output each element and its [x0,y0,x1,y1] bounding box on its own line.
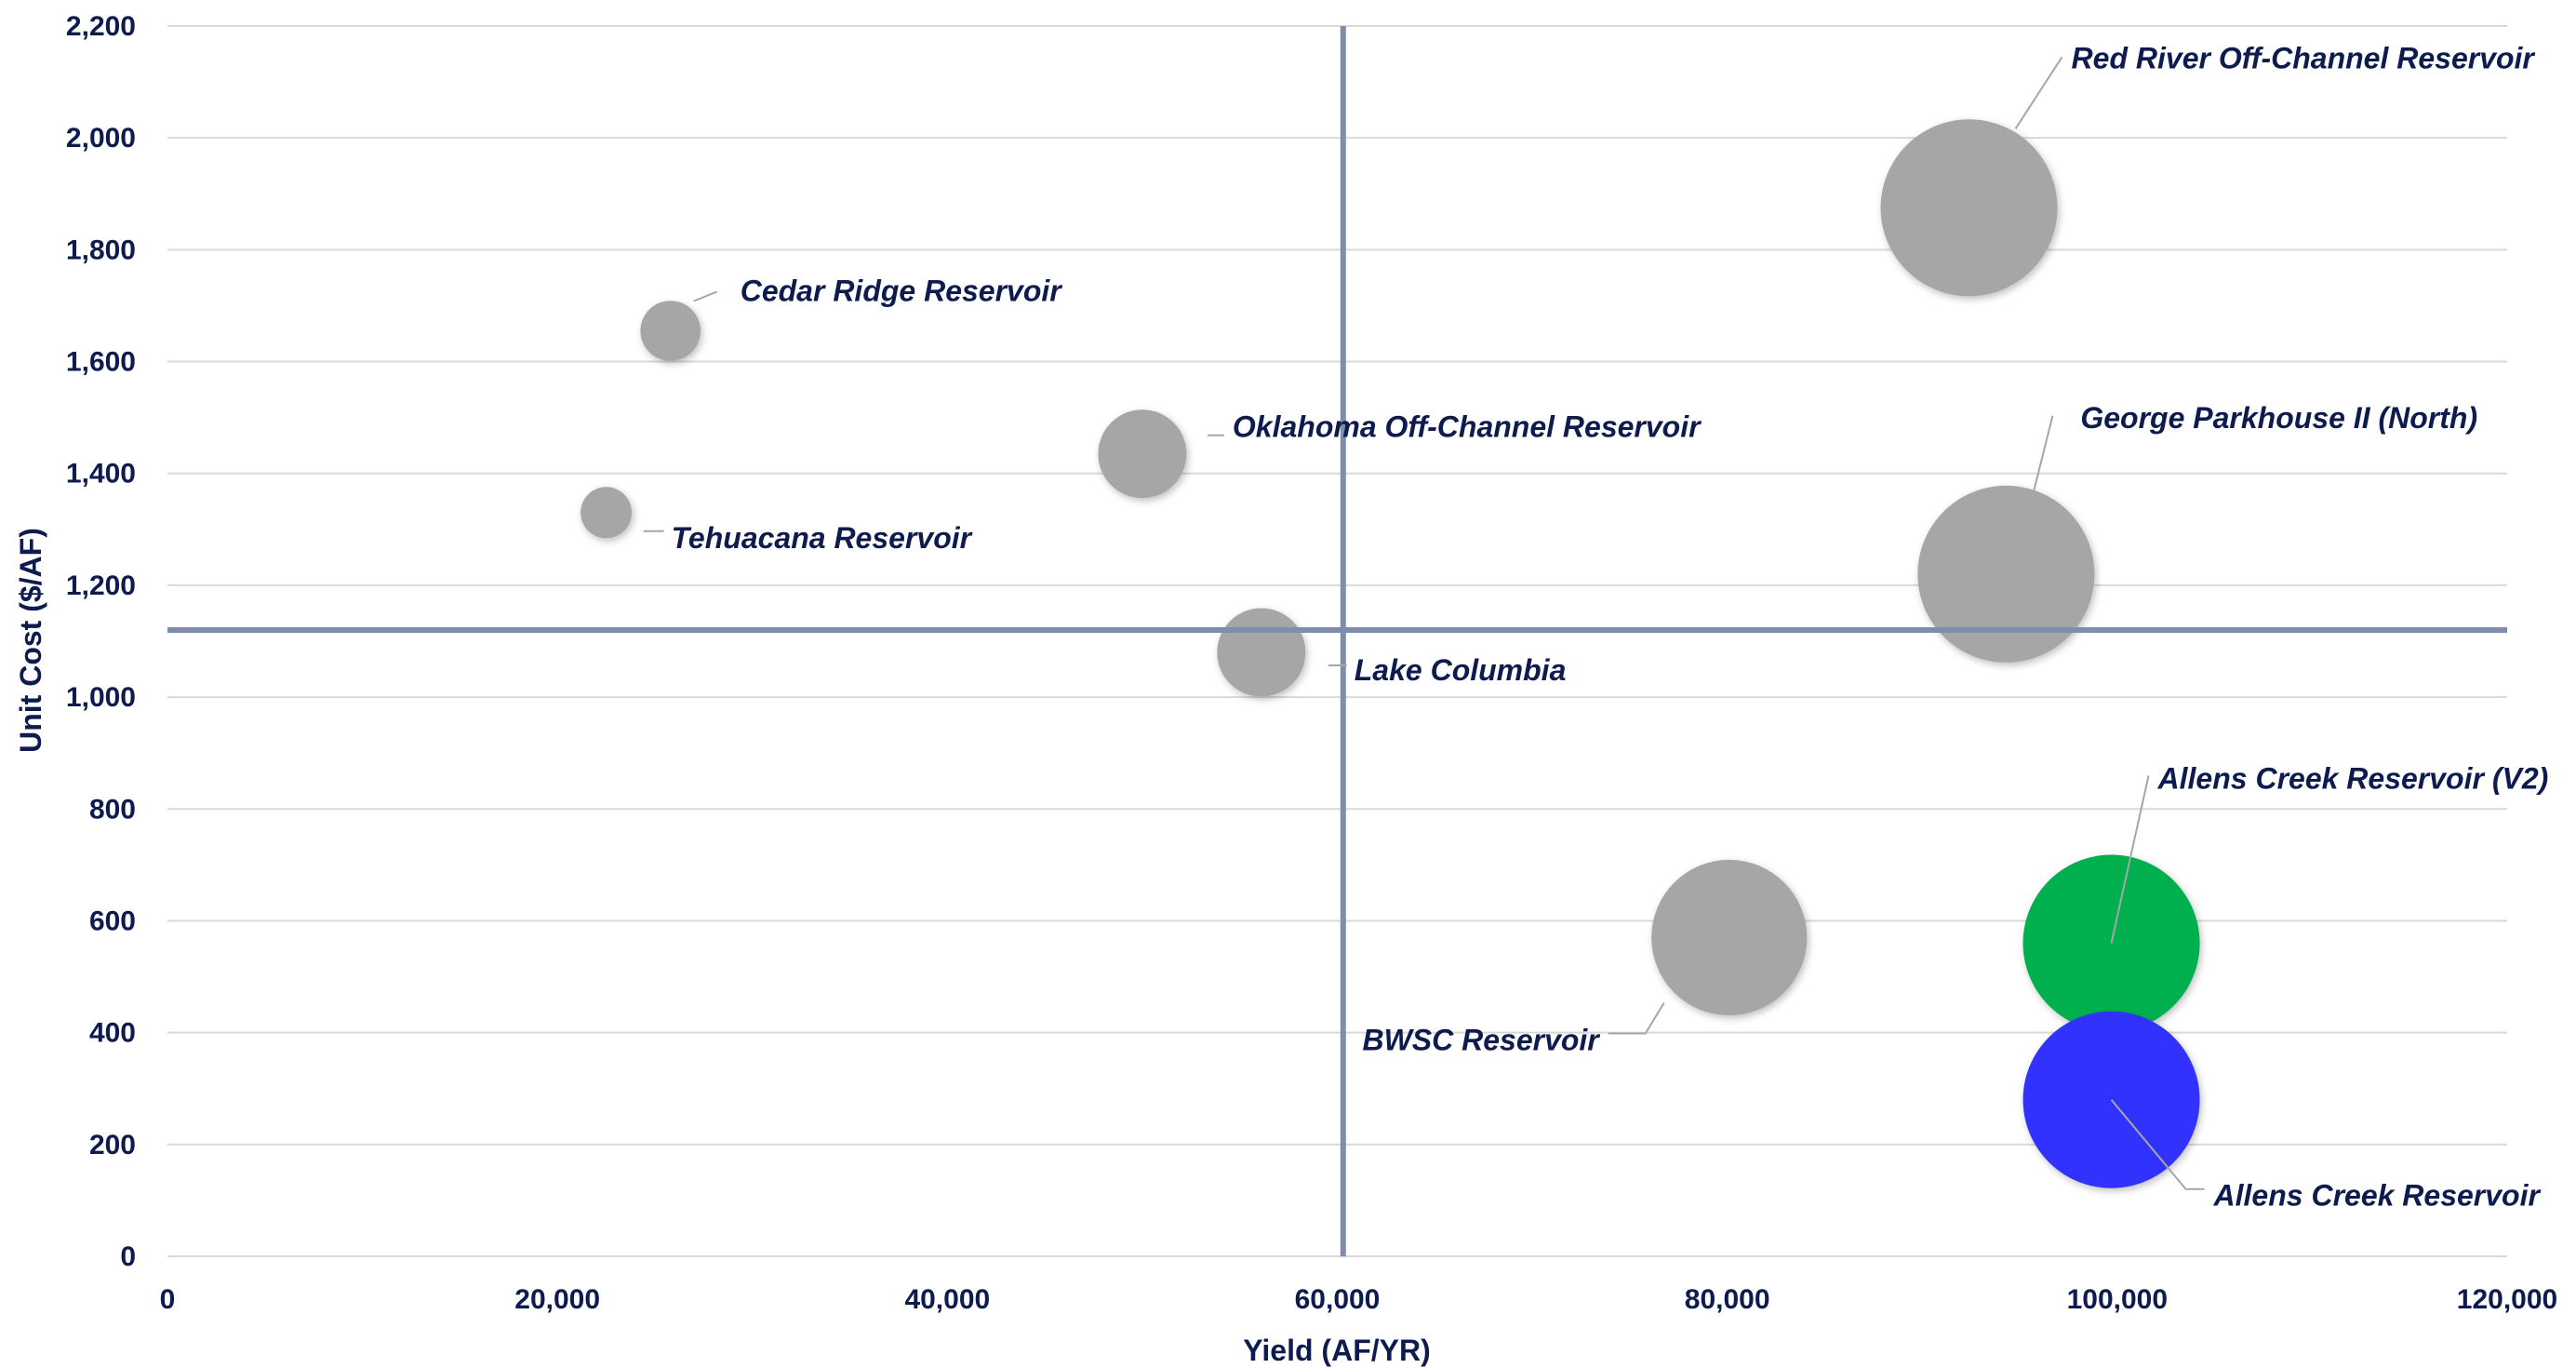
reference-lines [167,26,2507,1256]
bubble-label: Oklahoma Off-Channel Reservoir [1233,410,1702,444]
bubble [1880,119,2058,297]
bubble [581,487,633,539]
y-axis-tick-labels: 0 200 400 600 800 1,000 1,200 1,400 1,600 1,800 2,… [66,11,136,1272]
bubble-label: George Parkhouse II (North) [2080,401,2477,435]
x-tick-label: 80,000 [1685,1284,1770,1315]
label-leader-line [2110,775,2150,944]
x-tick-label: 120,000 [2457,1284,2557,1315]
bubble-label: BWSC Reservoir [1362,1023,1600,1056]
bubble [1651,859,1808,1016]
label-leader-line [1608,1001,1665,1035]
x-tick-label: 0 [160,1284,176,1315]
y-tick-label: 800 [89,794,136,825]
y-tick-label: 1,200 [66,570,136,601]
y-tick-label: 200 [89,1130,136,1160]
y-tick-label: 1,000 [66,682,136,713]
y-gridlines [167,25,2507,1257]
x-tick-label: 20,000 [514,1284,600,1315]
y-tick-label: 0 [120,1241,136,1272]
bubble-labels: Cedar Ridge Reservoir Tehuacana Reservoir… [643,41,2549,1213]
bubble-label: Cedar Ridge Reservoir [741,274,1063,307]
bubble-label: Allens Creek Reservoir (V2) [2157,761,2549,795]
label-leader-line [693,290,718,302]
x-tick-label: 60,000 [1295,1284,1381,1315]
bubble-label: Tehuacana Reservoir [672,521,973,555]
y-tick-label: 2,200 [66,11,136,42]
bubble-label: Allens Creek Reservoir [2213,1179,2542,1213]
bubble-label: Red River Off-Channel Reservoir [2072,41,2536,74]
y-tick-label: 1,600 [66,347,136,378]
label-leader-line [2014,56,2063,129]
bubble-label: Lake Columbia [1355,653,1567,687]
bubble [640,301,701,361]
y-tick-label: 1,400 [66,459,136,490]
bubble [1217,608,1306,697]
y-axis-title: Unit Cost ($/AF) [14,528,47,753]
label-leader-line [2110,1099,2205,1190]
bubble [2022,854,2200,1032]
x-tick-label: 100,000 [2067,1284,2168,1315]
y-tick-label: 400 [89,1018,136,1049]
label-leader-line [2033,415,2054,491]
y-tick-label: 1,800 [66,235,136,265]
x-axis-tick-labels: 0 20,000 40,000 60,000 80,000 100,000 120,000 [160,1284,2558,1315]
y-tick-label: 600 [89,905,136,936]
y-tick-label: 2,000 [66,123,136,154]
bubble [1917,485,2095,663]
x-tick-label: 40,000 [904,1284,990,1315]
x-axis-title: Yield (AF/YR) [1243,1334,1430,1367]
bubble [1098,409,1187,499]
